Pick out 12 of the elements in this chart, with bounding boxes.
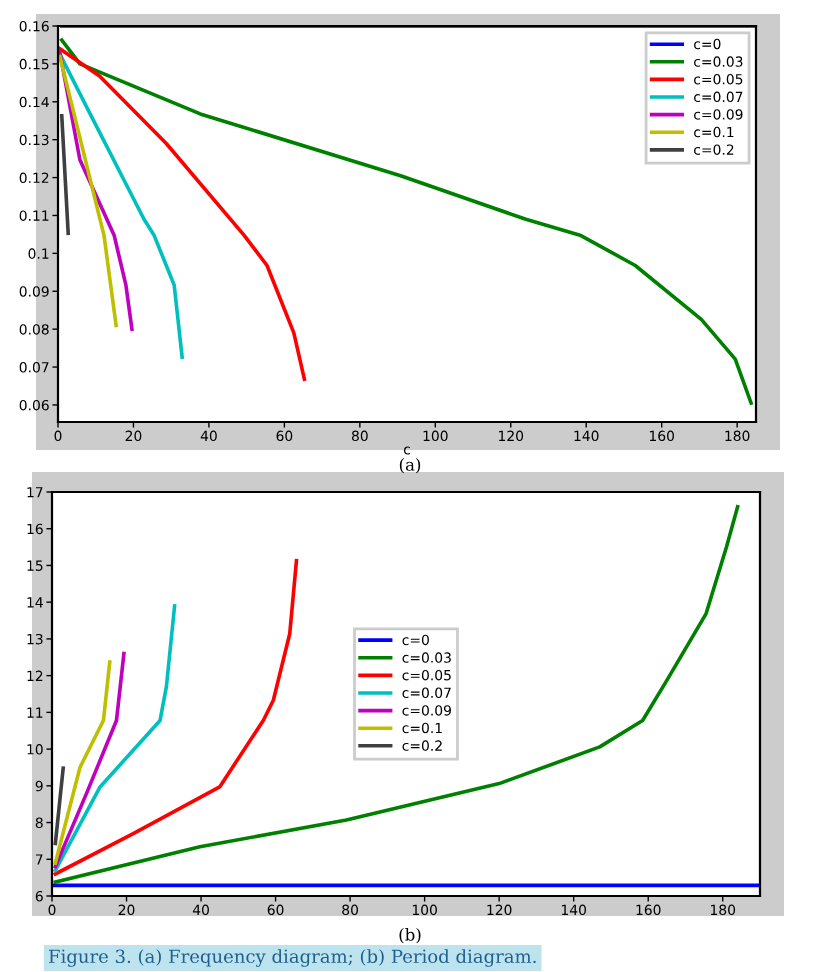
caption: Figure 3. (a) Frequency diagram; (b) Period diagram. xyxy=(49,949,536,967)
line-series xyxy=(59,38,753,405)
text: (a) xyxy=(399,457,421,474)
line-series xyxy=(53,558,299,876)
line-series xyxy=(58,50,134,331)
line-series xyxy=(58,52,184,360)
line-series xyxy=(53,651,126,869)
line-series xyxy=(53,604,177,873)
line-series xyxy=(58,46,307,381)
line-series xyxy=(53,504,740,884)
text: (b) xyxy=(399,927,421,944)
line-series xyxy=(53,660,112,865)
